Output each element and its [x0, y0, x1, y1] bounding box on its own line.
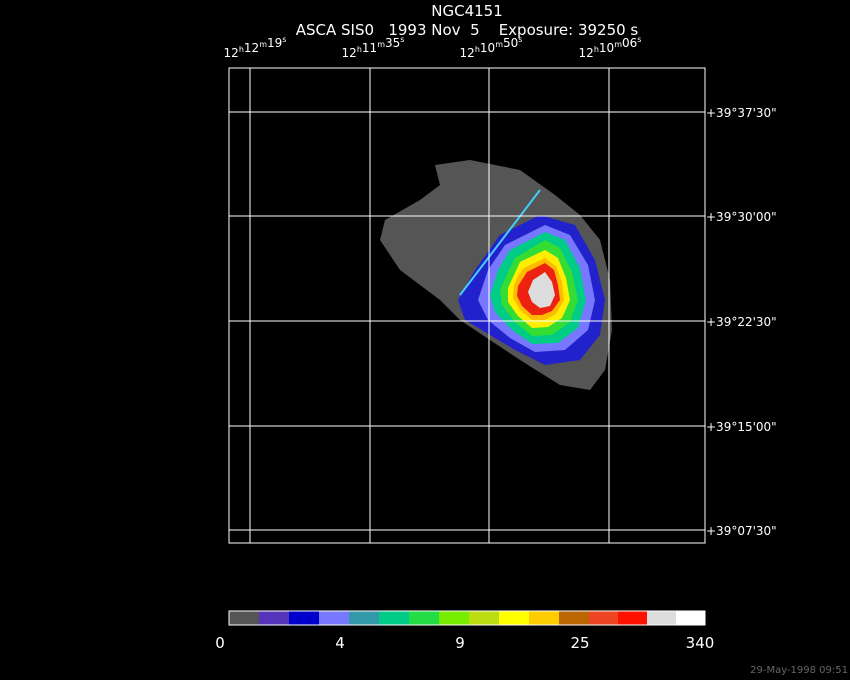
ra-value: 10	[599, 41, 614, 55]
title: NGC4151	[431, 2, 503, 20]
colorbar-labels: 0 4 9 25 340	[215, 634, 714, 652]
dec-label: +39°07'30"	[706, 524, 777, 538]
dec-label: +39°37'30"	[706, 106, 777, 120]
colorbar-label: 25	[570, 634, 589, 652]
dec-label: +39°15'00"	[706, 420, 777, 434]
color-swatch	[379, 611, 409, 625]
color-swatch	[647, 611, 676, 625]
color-swatch	[499, 611, 529, 625]
color-swatch	[319, 611, 349, 625]
plot-frame	[228, 67, 706, 544]
ra-value: 11	[362, 41, 377, 55]
colorbar-label: 340	[686, 634, 715, 652]
image	[380, 160, 612, 390]
color-swatch	[439, 611, 469, 625]
ra-label: 12h11m35s	[342, 35, 405, 60]
ra-unit: m	[495, 40, 503, 49]
streak	[459, 189, 541, 296]
ra-value: 12	[579, 46, 594, 60]
ra-value: 19	[267, 36, 282, 50]
ra-unit: m	[614, 40, 622, 49]
color-swatch	[559, 611, 589, 625]
ra-unit: m	[259, 40, 267, 49]
colorbar-frame	[228, 610, 706, 626]
color-swatch	[676, 611, 705, 625]
dec-labels: +39°37'30" +39°30'00" +39°22'30" +39°15'00"…	[706, 106, 777, 538]
color-swatch	[529, 611, 559, 625]
ra-unit: s	[518, 35, 522, 44]
ra-value: 06	[622, 36, 637, 50]
frame	[228, 67, 706, 544]
ra-unit: h	[594, 45, 599, 54]
ra-value: 12	[342, 46, 357, 60]
color-swatch	[259, 611, 289, 625]
footer-timestamp: 29-May-1998 09:51	[750, 665, 848, 676]
ra-value: 10	[480, 41, 495, 55]
ra-value: 50	[503, 36, 518, 50]
ra-label: 12h10m06s	[579, 35, 642, 60]
color-swatch	[229, 611, 259, 625]
colorbar-label: 9	[455, 634, 465, 652]
color-swatch	[469, 611, 499, 625]
colorbar-label: 4	[335, 634, 345, 652]
ra-unit: h	[475, 45, 480, 54]
dec-label: +39°30'00"	[706, 210, 777, 224]
color-swatch	[409, 611, 439, 625]
color-swatch	[618, 611, 647, 625]
ra-label: 12h10m50s	[460, 35, 523, 60]
colorbar	[228, 610, 706, 626]
subtitle: ASCA SIS0 1993 Nov 5 Exposure: 39250 s	[296, 21, 639, 39]
color-swatch	[349, 611, 379, 625]
ra-unit: s	[637, 35, 641, 44]
ra-value: 12	[460, 46, 475, 60]
colorbar-label: 0	[215, 634, 225, 652]
ra-unit: h	[357, 45, 362, 54]
ra-unit: s	[282, 35, 286, 44]
emission-level	[528, 272, 555, 308]
ra-unit: h	[239, 45, 244, 54]
color-swatch	[289, 611, 319, 625]
ra-value: 12	[224, 46, 239, 60]
ra-unit: m	[377, 40, 385, 49]
dec-label: +39°22'30"	[706, 315, 777, 329]
ra-value: 35	[385, 36, 400, 50]
ra-value: 12	[244, 41, 259, 55]
color-swatch	[589, 611, 618, 625]
ra-label: 12h12m19s	[224, 35, 287, 60]
ra-unit: s	[400, 35, 404, 44]
